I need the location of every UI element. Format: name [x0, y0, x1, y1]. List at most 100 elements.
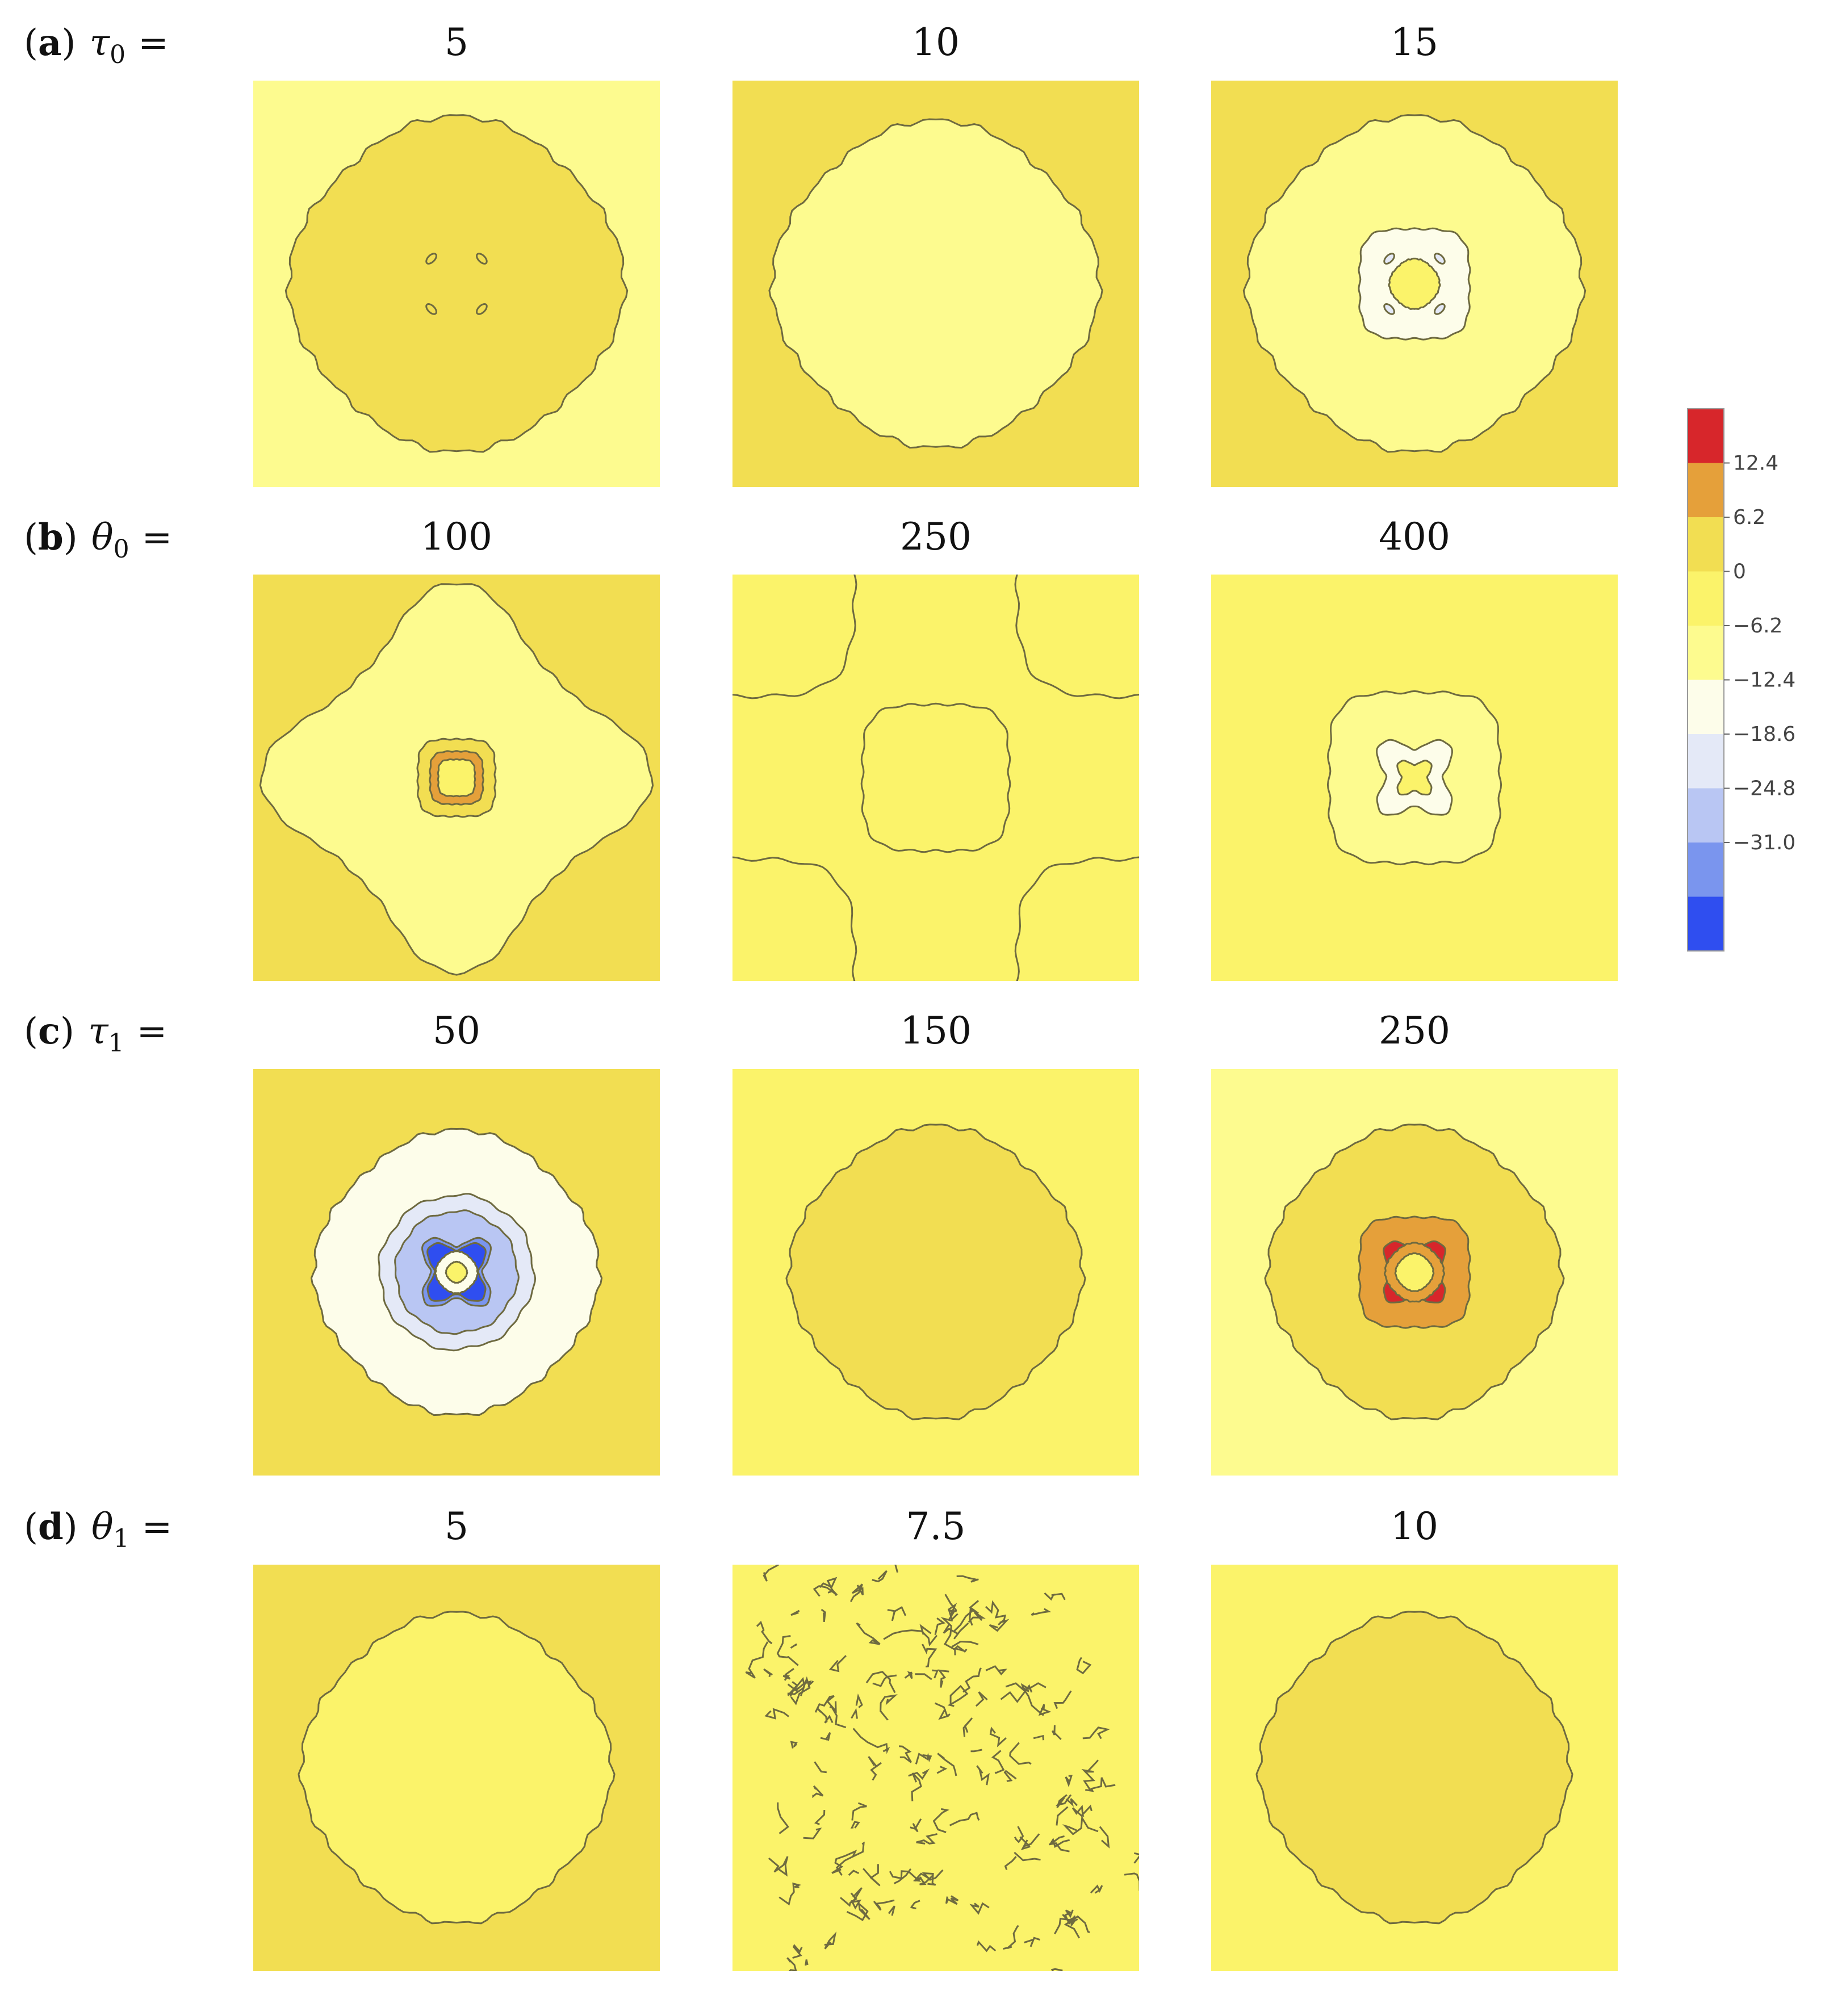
- colorbar-tick-label: 12.4: [1733, 452, 1778, 475]
- noise-contour-fragment: [922, 1644, 937, 1667]
- noise-contour-fragment: [1053, 1690, 1072, 1709]
- colorbar-tick-label: −24.8: [1733, 777, 1795, 800]
- contour-panel-d-7.5: [702, 1565, 1139, 1997]
- noise-contour-fragment: [782, 1667, 794, 1681]
- row-label-equals: =: [137, 1011, 168, 1053]
- contour-level-yellow: [1388, 257, 1441, 310]
- noise-contour-fragment: [989, 1619, 1010, 1632]
- noise-contour-fragment: [1090, 1884, 1103, 1894]
- colorbar-level-yellow: [1688, 571, 1724, 626]
- panel-value-label: 250: [900, 515, 972, 559]
- panel-value-label: 5: [445, 20, 468, 64]
- noise-contour-fragment: [702, 1598, 726, 1629]
- noise-contour-fragment: [777, 1802, 789, 1834]
- noise-contour-fragment: [1023, 1937, 1041, 1947]
- noise-contour-fragment: [1081, 1759, 1099, 1791]
- contour-panel-c-50: [253, 1069, 660, 1476]
- row-label-letter: a: [38, 22, 61, 64]
- noise-contour-fragment: [1038, 1704, 1052, 1716]
- noise-contour-fragment: [936, 1766, 948, 1774]
- noise-contour-fragment: [705, 1852, 716, 1866]
- noise-contour-fragment: [859, 1972, 877, 1986]
- noise-contour-fragment: [745, 1641, 769, 1679]
- noise-contour-fragment: [985, 1600, 1007, 1626]
- noise-contour-fragment: [934, 1617, 946, 1635]
- colorbar-level-pale-blue: [1688, 734, 1724, 789]
- noise-contour-fragment: [947, 1684, 969, 1707]
- row-c: (c) τ1 = 50 150 250: [24, 1009, 1618, 1476]
- contour-level-yellow: [860, 702, 1011, 853]
- panel-value-label: 50: [433, 1009, 480, 1053]
- colorbar-tick-label: −31.0: [1733, 831, 1795, 854]
- noise-contour-fragment: [1076, 1657, 1092, 1675]
- row-label-open: (: [24, 1506, 38, 1548]
- noise-contour-fragment: [916, 1833, 937, 1845]
- panel-value-label: 250: [1379, 1009, 1450, 1053]
- colorbar-tick-label: −18.6: [1733, 723, 1795, 746]
- noise-contour-fragment: [778, 1882, 802, 1906]
- contour-panel-c-150: [732, 1069, 1139, 1476]
- contour-panel-d-5: [253, 1565, 660, 1971]
- row-label-b: (b) θ0 =: [24, 516, 172, 564]
- noise-contour-fragment: [969, 1902, 990, 1915]
- noise-contour-fragment: [1052, 1725, 1062, 1740]
- noise-contour-fragment: [922, 1869, 944, 1886]
- contour-level-yellow: [1396, 760, 1433, 796]
- panel-value-label: 150: [900, 1009, 972, 1053]
- noise-contour-fragment: [1062, 1815, 1099, 1835]
- noise-contour-fragment: [976, 1765, 990, 1786]
- row-label-letter: b: [38, 516, 64, 559]
- noise-contour-fragment: [956, 1575, 979, 1583]
- noise-contour-fragment: [910, 1900, 920, 1910]
- noise-contour-fragment: [821, 1608, 826, 1622]
- noise-contour-fragment: [1003, 1770, 1017, 1782]
- contour-panel-a-15: [1211, 81, 1618, 487]
- noise-contour-fragment: [915, 1986, 926, 1997]
- panel-value-label: 100: [421, 515, 492, 559]
- noise-contour-fragment: [868, 1756, 882, 1781]
- noise-contour-fragment: [851, 1802, 867, 1821]
- noise-contour-fragment: [943, 1609, 974, 1635]
- noise-contour-fragment: [910, 1818, 922, 1833]
- noise-contour-fragment: [889, 1870, 922, 1882]
- noise-contour-fragment: [790, 1610, 800, 1616]
- colorbar-level-gold: [1688, 517, 1724, 572]
- noise-contour-fragment: [1082, 1726, 1110, 1740]
- noise-contour-fragment: [1049, 1842, 1070, 1852]
- noise-contour-fragment: [975, 1691, 988, 1707]
- noise-contour-fragment: [1049, 1835, 1070, 1849]
- noise-contour-fragment: [968, 1611, 986, 1623]
- noise-contour-fragment: [1033, 1734, 1045, 1741]
- noise-contour-fragment: [1003, 1925, 1019, 1950]
- noise-contour-fragment: [1020, 1682, 1047, 1692]
- noise-contour-fragment: [962, 1717, 973, 1737]
- noise-contour-fragment: [872, 1674, 897, 1687]
- colorbar-level-light-blue: [1688, 788, 1724, 843]
- row-a: (a) τ0 = 5 10 15: [24, 20, 1618, 487]
- row-label-d: (d) θ1 =: [24, 1506, 172, 1553]
- colorbar-level-mid-blue: [1688, 843, 1724, 897]
- contour-level-pale-yellow: [768, 118, 1103, 449]
- noise-contour-fragment: [872, 1570, 888, 1583]
- row-label-c: (c) τ1 =: [24, 1010, 167, 1058]
- noise-contour-fragment: [904, 1671, 913, 1679]
- noise-contour-fragment: [1050, 1968, 1063, 1971]
- noise-contour-fragment: [1004, 1856, 1017, 1871]
- row-label-subscript: 1: [114, 1524, 129, 1553]
- noise-contour-fragment: [945, 1895, 959, 1905]
- colorbar-level-red: [1688, 409, 1724, 463]
- panel-grid: (a) τ0 = 5 10 15(b) θ0 = 100 250 400(c) τ1 = 50 150…: [24, 20, 1618, 1997]
- noise-contour-fragment: [865, 1671, 896, 1694]
- row-label-open: (: [24, 1011, 38, 1053]
- noise-contour-fragment: [915, 1673, 932, 1680]
- noise-contour-fragment: [805, 1959, 809, 1966]
- row-label-close: ): [64, 517, 89, 559]
- panel-value-label: 5: [445, 1504, 468, 1548]
- noise-contour-fragment: [888, 1905, 895, 1916]
- noise-contour-fragment: [1055, 1794, 1072, 1808]
- contour-panel-b-250: [732, 575, 1139, 981]
- noise-contour-fragment: [863, 1864, 881, 1887]
- contour-level-gold: [785, 1124, 1086, 1420]
- colorbar-tick-label: −12.4: [1733, 669, 1795, 692]
